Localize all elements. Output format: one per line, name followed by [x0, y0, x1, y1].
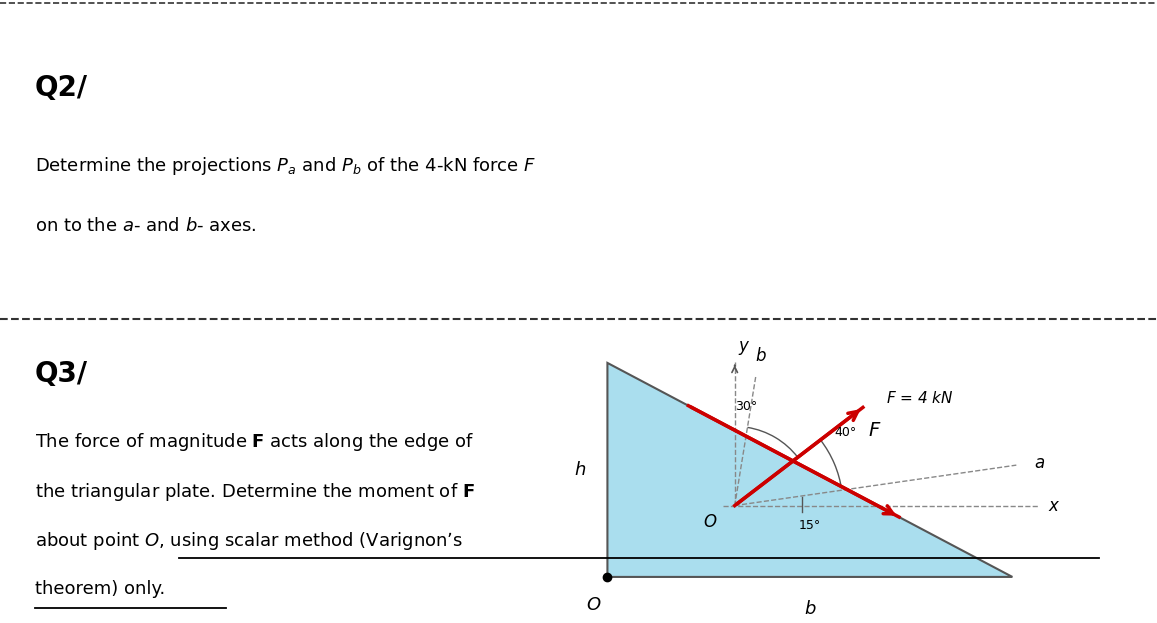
- Text: $O$: $O$: [585, 596, 602, 614]
- Text: the triangular plate. Determine the moment of $\mathbf{F}$: the triangular plate. Determine the mome…: [35, 481, 474, 503]
- Text: 30°: 30°: [736, 400, 758, 413]
- Text: Q3/: Q3/: [35, 360, 88, 388]
- Text: 15°: 15°: [798, 519, 820, 532]
- Text: $O$: $O$: [703, 513, 717, 531]
- Polygon shape: [607, 363, 1012, 577]
- Text: The force of magnitude $\mathbf{F}$ acts along the edge of: The force of magnitude $\mathbf{F}$ acts…: [35, 431, 474, 453]
- Text: $y$: $y$: [738, 340, 750, 358]
- Text: about point $O$, using scalar method (Varignon’s: about point $O$, using scalar method (Va…: [35, 530, 463, 553]
- Text: $b$: $b$: [754, 347, 766, 365]
- Text: $x$: $x$: [1048, 497, 1060, 515]
- Text: $a$: $a$: [1034, 454, 1045, 472]
- Text: on to the $a$- and $b$- axes.: on to the $a$- and $b$- axes.: [35, 217, 256, 235]
- Text: $F$ = 4 kN: $F$ = 4 kN: [886, 390, 953, 406]
- Text: $b$: $b$: [804, 601, 816, 619]
- Text: $F$: $F$: [868, 421, 882, 440]
- Text: theorem) only.: theorem) only.: [35, 580, 165, 598]
- Text: 40°: 40°: [834, 426, 856, 439]
- Text: $h$: $h$: [574, 461, 587, 479]
- Text: Determine the projections $P_a$ and $P_b$ of the 4-kN force $F$: Determine the projections $P_a$ and $P_b…: [35, 155, 536, 177]
- Text: Q2/: Q2/: [35, 74, 88, 102]
